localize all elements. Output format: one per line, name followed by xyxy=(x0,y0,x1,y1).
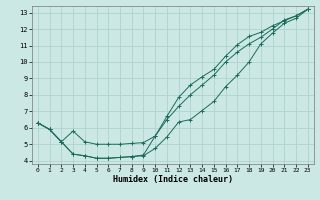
X-axis label: Humidex (Indice chaleur): Humidex (Indice chaleur) xyxy=(113,175,233,184)
